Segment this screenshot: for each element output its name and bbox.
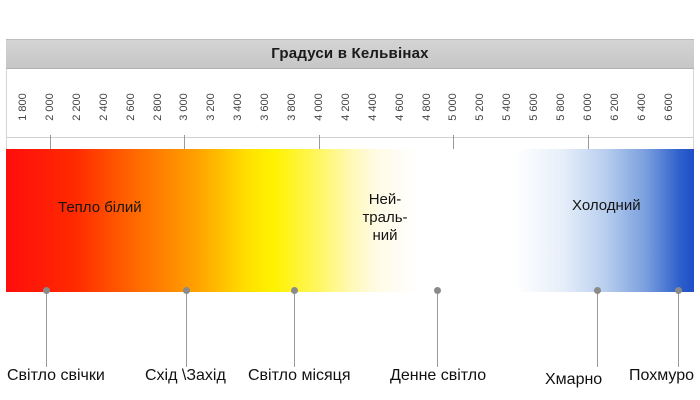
kelvin-tick-label: 5 200	[470, 69, 490, 131]
kelvin-tick-text: 2 800	[151, 93, 164, 121]
kelvin-tick-text: 2 000	[43, 93, 56, 121]
kelvin-tick-text: 6 400	[635, 93, 648, 121]
kelvin-tick-text: 5 800	[555, 93, 567, 121]
pointer-dot	[183, 287, 190, 294]
source-label-moonlight: Світло місяця	[248, 367, 351, 384]
kelvin-tick-label: 1 800	[13, 69, 33, 131]
kelvin-tick-label: 5 400	[497, 69, 517, 131]
kelvin-tick-text: 4 400	[366, 93, 379, 121]
kelvin-tick-text: 2 200	[70, 93, 83, 121]
pointer-stem	[437, 294, 438, 367]
pointer-stem	[597, 294, 598, 367]
pointer-stem	[294, 294, 295, 367]
kelvin-tick-label: 5 800	[551, 69, 571, 131]
pointer-stem	[46, 294, 47, 367]
kelvin-tick-text: 5 400	[501, 93, 514, 121]
kelvin-tick-text: 6 200	[608, 93, 621, 121]
kelvin-tick-label: 4 000	[309, 69, 329, 131]
zone-label-warm: Тепло білий	[58, 199, 142, 216]
kelvin-major-tick	[50, 135, 51, 149]
pointer-dot	[434, 287, 441, 294]
source-label-cloudy: Хмарно	[545, 371, 603, 388]
kelvin-tick-label: 3 000	[174, 69, 194, 131]
kelvin-major-tick	[588, 135, 589, 149]
zone-label-cold: Холодний	[572, 197, 641, 214]
pointer-sunrise-sunset	[182, 287, 191, 367]
kelvin-tick-label: 2 600	[121, 69, 141, 131]
zone-label-neutral: Ней- траль- ний	[360, 191, 410, 245]
kelvin-tick-label: 6 200	[605, 69, 625, 131]
kelvin-tick-label: 3 400	[228, 69, 248, 131]
kelvin-tick-text: 2 600	[124, 93, 137, 121]
pointer-stem	[186, 294, 187, 367]
pointer-moonlight	[290, 287, 299, 367]
kelvin-tick-text: 3 400	[232, 93, 245, 121]
kelvin-tick-text: 3 200	[205, 93, 218, 121]
kelvin-tick-text: 4 800	[420, 93, 433, 121]
kelvin-tick-label: 5 000	[443, 69, 463, 131]
kelvin-scale: 1 800 2 000 2 200 2 400 2 600 2 800 3 000 3 200…	[6, 69, 694, 149]
kelvin-tick-label: 2 200	[67, 69, 87, 131]
kelvin-tick-label: 6 400	[632, 69, 652, 131]
pointer-cloudy	[593, 287, 602, 367]
kelvin-tick-text: 5 600	[528, 93, 541, 121]
zone-label-neutral-line1: Ней-	[368, 191, 402, 208]
kelvin-tick-label: 3 600	[255, 69, 275, 131]
kelvin-major-tick	[184, 135, 185, 149]
kelvin-tick-label: 3 800	[282, 69, 302, 131]
kelvin-tick-text: 1 800	[17, 93, 29, 121]
kelvin-tick-label: 3 200	[201, 69, 221, 131]
kelvin-tick-label: 2 400	[94, 69, 114, 131]
source-label-daylight: Денне світло	[390, 367, 487, 384]
kelvin-tick-label: 6 000	[578, 69, 598, 131]
source-label-candle: Світло свічки	[7, 367, 105, 384]
pointer-stem	[678, 294, 679, 367]
kelvin-tick-text: 6 000	[581, 93, 594, 121]
header-bar: Градуси в Кельвінах	[6, 39, 694, 69]
kelvin-tick-label: 4 200	[336, 69, 356, 131]
kelvin-tick-label: 5 600	[524, 69, 544, 131]
kelvin-tick-text: 3 800	[286, 93, 298, 121]
pointer-daylight	[433, 287, 442, 367]
kelvin-tick-label: 4 600	[390, 69, 410, 131]
kelvin-tick-text: 3 000	[178, 93, 191, 121]
kelvin-major-tick	[319, 135, 320, 149]
pointer-dot	[291, 287, 298, 294]
kelvin-tick-label: 4 400	[363, 69, 383, 131]
pointer-dot	[594, 287, 601, 294]
kelvin-tick-text: 5 000	[447, 93, 460, 121]
color-spectrum-bar: Тепло білий Ней- траль- ний Холодний	[6, 149, 694, 292]
kelvin-tick-text: 6 600	[662, 93, 675, 121]
kelvin-tick-label: 4 800	[417, 69, 437, 131]
kelvin-tick-text: 4 200	[339, 93, 352, 121]
kelvin-tick-text: 5 200	[474, 93, 487, 121]
pointer-overcast	[674, 287, 683, 367]
kelvin-tick-text: 2 400	[97, 93, 110, 121]
kelvin-tick-label: 2 800	[148, 69, 168, 131]
kelvin-tick-text: 4 000	[312, 93, 325, 121]
pointer-dot	[43, 287, 50, 294]
source-label-overcast: Похмуро	[629, 367, 695, 384]
scale-baseline	[7, 137, 693, 138]
source-label-sunrise-sunset: Схід \Захід	[145, 367, 226, 384]
kelvin-major-tick	[453, 135, 454, 149]
kelvin-tick-text: 4 600	[393, 93, 406, 121]
kelvin-tick-text: 3 600	[259, 93, 272, 121]
pointer-candle	[42, 287, 51, 367]
header-title: Градуси в Кельвінах	[271, 45, 429, 62]
kelvin-tick-label: 2 000	[40, 69, 60, 131]
pointer-dot	[675, 287, 682, 294]
zone-label-neutral-line2: траль-	[362, 209, 408, 226]
kelvin-tick-label: 6 600	[659, 69, 679, 131]
zone-label-neutral-line3: ний	[372, 227, 398, 244]
